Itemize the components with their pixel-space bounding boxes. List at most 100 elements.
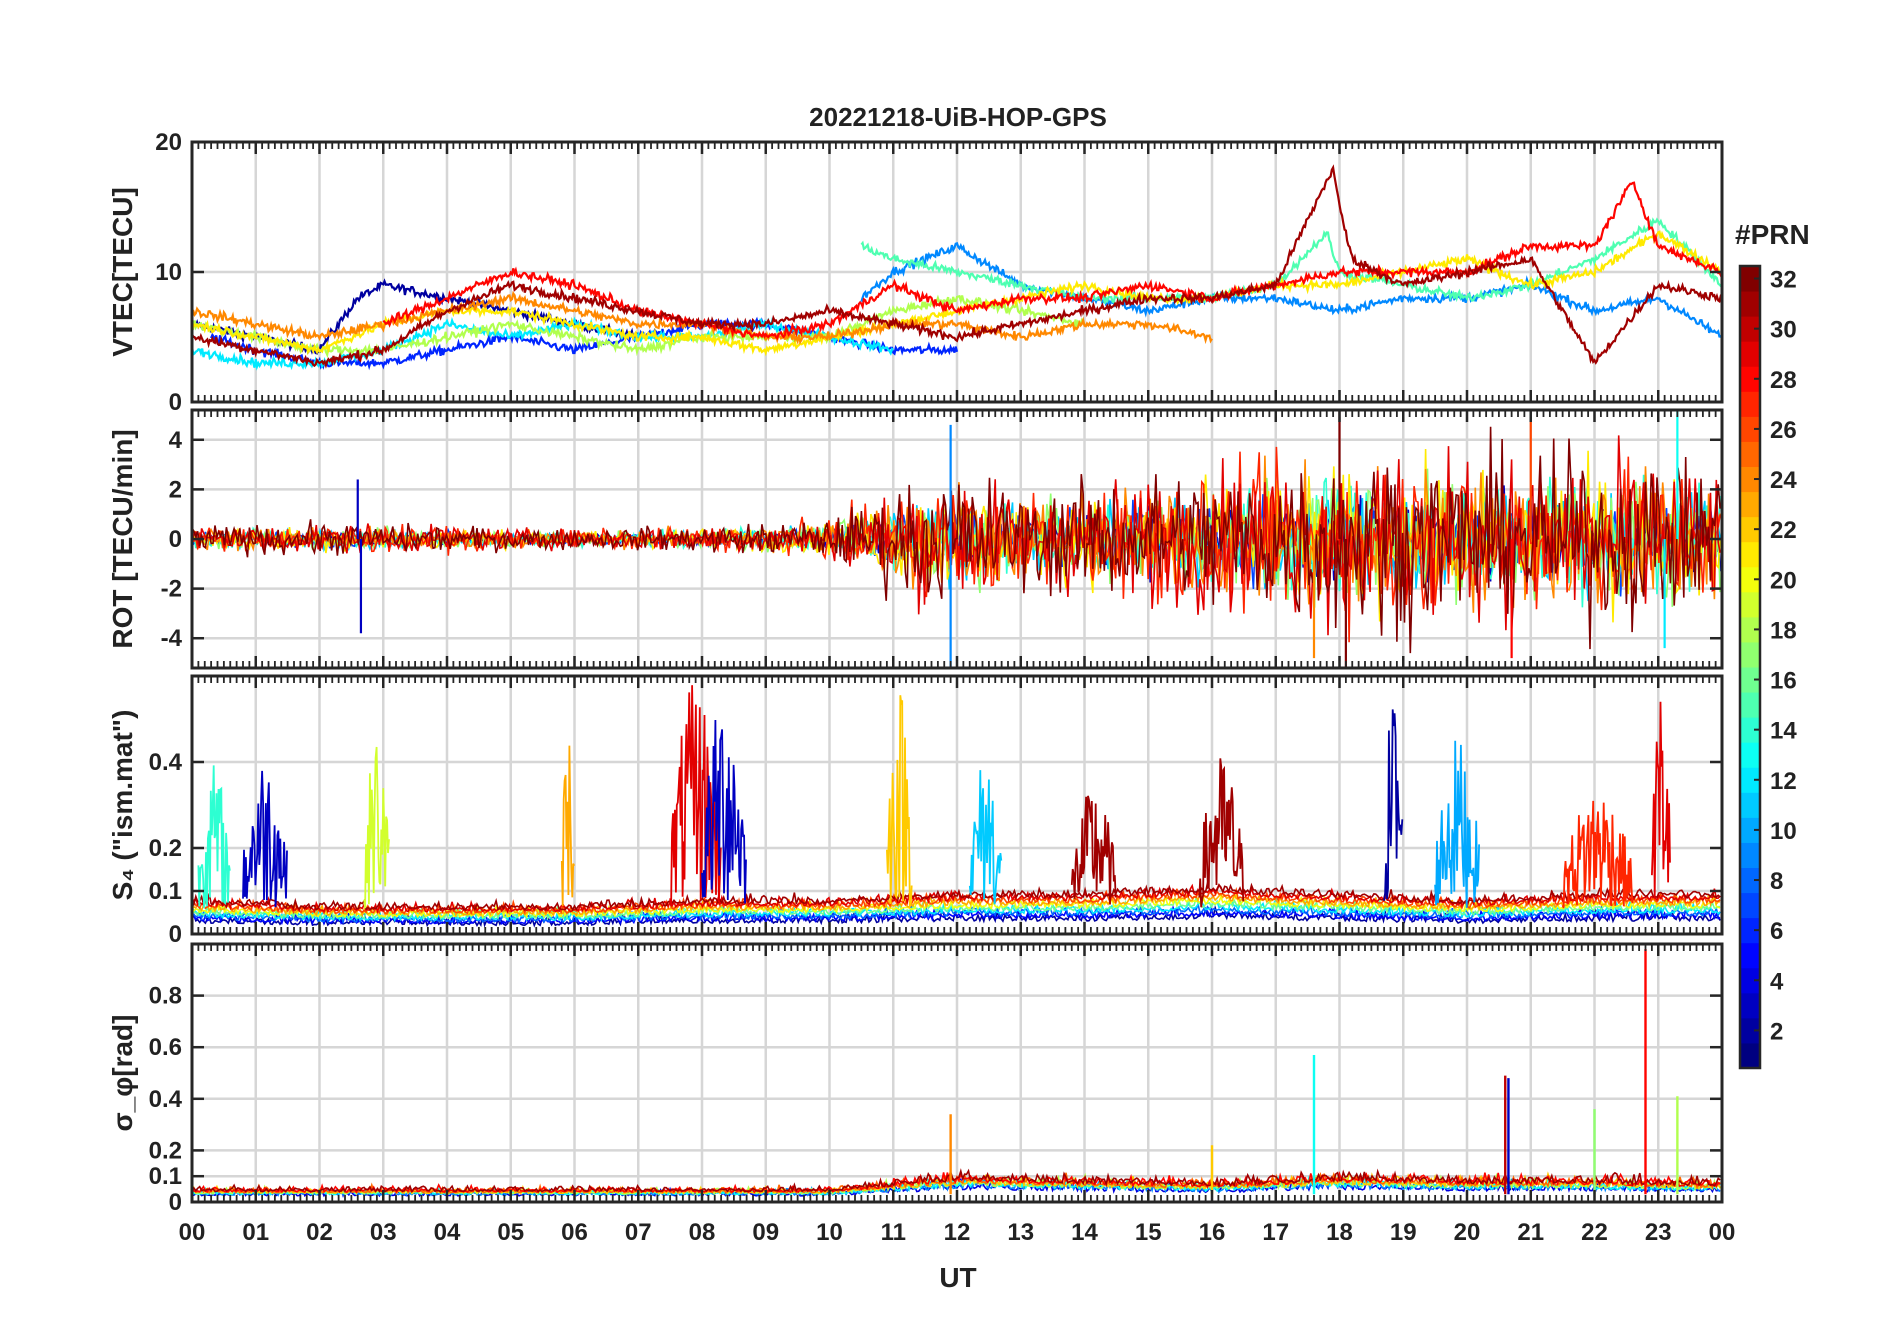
grid-sigma_phi xyxy=(192,944,1722,1204)
panel-vtec: 0 10 20 VTEC[TECU] xyxy=(107,129,1724,416)
y-tick-label: 0.8 xyxy=(149,983,182,1010)
x-axis-title: UT xyxy=(939,1262,976,1293)
x-tick-label: 22 xyxy=(1581,1219,1608,1246)
s4-burst-prn-31 xyxy=(1070,795,1117,905)
colorbar-swatch xyxy=(1740,992,1760,1019)
s4-burst-prn-10 xyxy=(1434,740,1480,908)
y-tick-label: 0.1 xyxy=(149,1163,182,1190)
x-tick-label: 18 xyxy=(1326,1219,1353,1246)
y-axis-title-s4: S₄ ("ism.mat") xyxy=(107,710,138,901)
s4-line-prn-31 xyxy=(192,879,1721,912)
y-axis-title-rot: ROT [TECU/min] xyxy=(107,429,138,648)
colorbar-tick-label: 16 xyxy=(1770,668,1797,695)
s4-burst-prn-27 xyxy=(1561,800,1634,909)
ticks-rot xyxy=(190,410,1724,668)
colorbar-swatch xyxy=(1740,341,1760,367)
x-tick-label: 04 xyxy=(434,1219,461,1246)
y-tick-label: 0 xyxy=(169,389,182,416)
vtec-line-prn-15 xyxy=(860,217,1722,305)
y-tick-label: 20 xyxy=(155,129,182,156)
x-tick-label: 15 xyxy=(1135,1219,1162,1246)
colorbar-swatch xyxy=(1740,366,1760,392)
vtec-line-prn-12 xyxy=(192,316,894,371)
colorbar-swatch xyxy=(1740,742,1760,768)
x-tick-labels: 00 01 02 03 04 05 06 07 08 09 10 11 12 13 14 15 16 17 18 19… xyxy=(179,1219,1736,1246)
colorbar-swatch xyxy=(1740,316,1760,342)
x-tick-label: 14 xyxy=(1071,1219,1098,1246)
x-tick-label: 11 xyxy=(881,1219,906,1246)
colorbar-swatch xyxy=(1740,842,1760,868)
panel-rot: -4 -2 0 2 4 ROT [TECU/min] xyxy=(107,408,1724,670)
y-tick-label: -2 xyxy=(161,576,182,603)
colorbar-tick-label: 2 xyxy=(1770,1018,1783,1045)
y-tick-label: 10 xyxy=(155,259,182,286)
colorbar-tick-label: 20 xyxy=(1770,567,1797,594)
y-axis-title-vtec: VTEC[TECU] xyxy=(107,187,138,357)
s4-burst-prn-2 xyxy=(1383,709,1404,901)
colorbar-tick-label: 32 xyxy=(1770,267,1797,294)
panel-s4: 0 0.1 0.2 0.4 S₄ ("ism.mat") xyxy=(107,674,1724,948)
colorbar-swatch xyxy=(1740,416,1760,442)
s4-burst-prn-14 xyxy=(197,765,231,909)
x-tick-label: 00 xyxy=(1709,1219,1736,1246)
rot-line-prn-32 xyxy=(192,426,1721,654)
ticks-sigma_phi xyxy=(190,944,1724,1204)
colorbar-swatch xyxy=(1740,291,1760,317)
x-tick-label: 02 xyxy=(306,1219,333,1246)
s4-burst-prn-23 xyxy=(560,745,576,907)
y-tick-label: 0.2 xyxy=(149,1137,182,1164)
x-tick-label: 07 xyxy=(625,1219,652,1246)
colorbar-swatch xyxy=(1740,667,1760,693)
colorbar-tick-label: 10 xyxy=(1770,818,1797,845)
colorbar-swatch xyxy=(1740,641,1760,668)
data-rot xyxy=(192,410,1721,668)
s4-burst-prn-19 xyxy=(363,746,390,909)
colorbar-swatch xyxy=(1740,767,1760,793)
x-tick-label: 00 xyxy=(179,1219,206,1246)
colorbar-swatch xyxy=(1740,917,1760,944)
x-tick-label: 10 xyxy=(816,1219,843,1246)
colorbar-swatch xyxy=(1740,466,1760,493)
vtec-line-prn-31 xyxy=(192,164,1722,369)
x-tick-label: 03 xyxy=(370,1219,397,1246)
x-tick-label: 16 xyxy=(1199,1219,1226,1246)
colorbar-swatch xyxy=(1740,1042,1760,1069)
x-tick-label: 05 xyxy=(497,1219,524,1246)
y-tick-label: 0 xyxy=(169,1189,182,1216)
x-tick-label: 21 xyxy=(1517,1219,1544,1246)
chart-title: 20221218-UiB-HOP-GPS xyxy=(809,102,1107,132)
colorbar-tick-label: 26 xyxy=(1770,417,1797,444)
y-axis-title-sigma_phi: σ_φ[rad] xyxy=(107,1015,138,1132)
x-tick-label: 12 xyxy=(944,1219,971,1246)
s4-burst-prn-3 xyxy=(242,770,288,908)
y-tick-label: 0.1 xyxy=(149,878,182,905)
s4-line-prn-26 xyxy=(192,887,1721,916)
y-tick-label: 0.2 xyxy=(149,835,182,862)
colorbar-tick-label: 24 xyxy=(1770,467,1797,494)
colorbar-swatch xyxy=(1740,892,1760,919)
colorbar-swatch xyxy=(1740,566,1760,593)
s4-burst-prn-11 xyxy=(968,770,1003,905)
s4-burst-prn-3 xyxy=(701,719,747,904)
colorbar-swatch xyxy=(1740,616,1760,643)
colorbar-swatch xyxy=(1740,441,1760,467)
colorbar-tick-label: 14 xyxy=(1770,718,1797,745)
colorbar-swatch xyxy=(1740,266,1760,292)
vtec-line-prn-9 xyxy=(860,242,1722,338)
s4-burst-prn-31 xyxy=(1198,758,1245,908)
x-tick-label: 01 xyxy=(242,1219,269,1246)
vtec-line-prn-28 xyxy=(382,181,1722,341)
colorbar-swatch xyxy=(1740,692,1760,718)
colorbar-tick-label: 4 xyxy=(1770,968,1784,995)
colorbar-tick-label: 8 xyxy=(1770,868,1783,895)
y-tick-label: 2 xyxy=(169,476,182,503)
data-s4 xyxy=(192,685,1721,928)
colorbar-swatch xyxy=(1740,541,1760,568)
y-tick-label: 4 xyxy=(169,427,183,454)
colorbar-tick-label: 6 xyxy=(1770,918,1783,945)
y-tick-label: 0 xyxy=(169,921,182,948)
ticks-vtec xyxy=(190,140,1724,404)
colorbar-tick-label: 22 xyxy=(1770,517,1797,544)
